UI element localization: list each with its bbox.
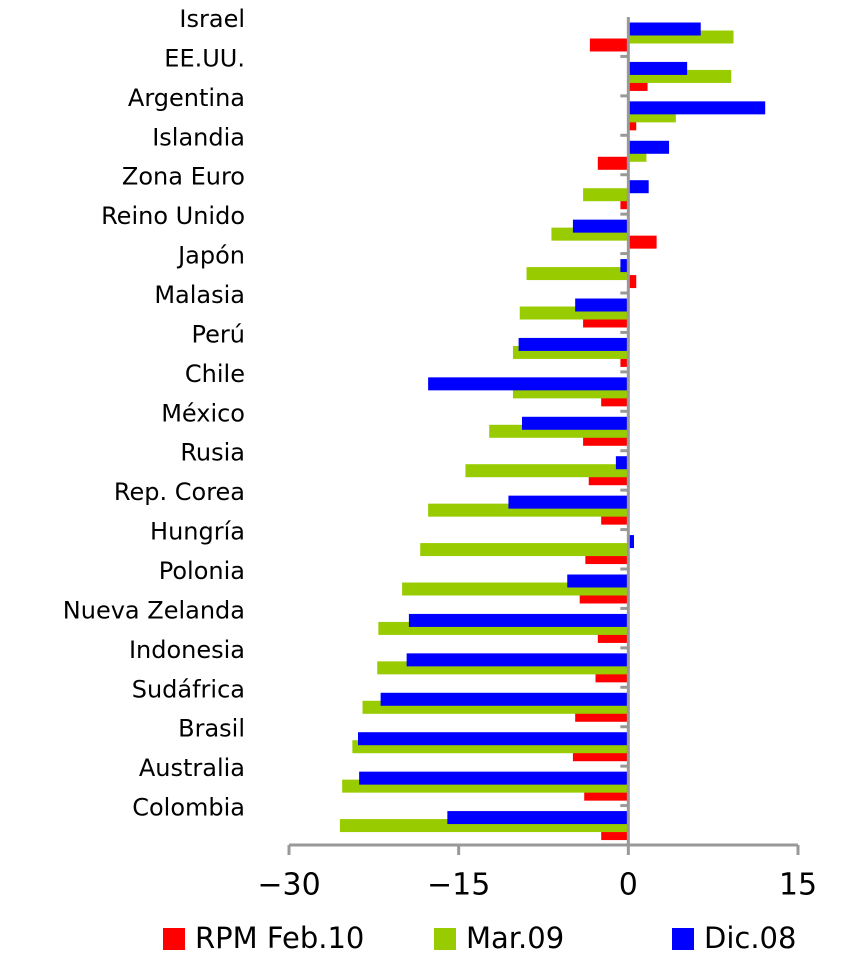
- category-label: Rep. Corea: [114, 478, 245, 506]
- legend-swatch: [163, 928, 185, 950]
- bar: [628, 117, 637, 131]
- category-label: Hungría: [150, 518, 245, 546]
- bar: [589, 38, 629, 52]
- bar: [406, 653, 629, 667]
- category-label: Perú: [192, 320, 245, 348]
- bar: [628, 180, 649, 194]
- bar: [628, 235, 657, 249]
- category-label: Zona Euro: [122, 163, 245, 191]
- bar: [380, 692, 629, 706]
- bar: [628, 140, 670, 154]
- legend-swatch: [672, 928, 694, 950]
- bar: [526, 267, 629, 281]
- bar: [575, 298, 629, 312]
- category-label: Reino Unido: [101, 202, 245, 230]
- category-label: Islandia: [152, 123, 245, 151]
- category-label: Brasil: [178, 715, 245, 743]
- legend-label: Dic.08: [704, 921, 796, 955]
- category-label: Israel: [179, 5, 245, 33]
- bar: [615, 456, 629, 470]
- bar: [628, 61, 688, 75]
- category-label: Rusia: [180, 439, 245, 467]
- x-tick-label: 15: [779, 868, 817, 903]
- bar: [620, 196, 629, 210]
- bar: [628, 22, 701, 36]
- bar: [628, 275, 637, 289]
- category-label: EE.UU.: [164, 44, 245, 72]
- bar: [420, 543, 629, 557]
- x-tick-label: −30: [257, 868, 320, 903]
- bar: [620, 259, 629, 273]
- bar: [357, 732, 629, 746]
- legend-label: Mar.09: [466, 921, 564, 955]
- bar: [428, 377, 629, 391]
- bar: [359, 771, 629, 785]
- category-label: Argentina: [128, 84, 245, 112]
- x-tick-label: 0: [619, 868, 638, 903]
- bar: [583, 188, 629, 202]
- bar: [620, 353, 629, 367]
- bar: [508, 495, 629, 509]
- category-label: Indonesia: [129, 636, 245, 664]
- category-label: Japón: [176, 242, 245, 270]
- bar: [408, 613, 629, 627]
- bar: [447, 811, 629, 825]
- category-label: México: [161, 399, 245, 427]
- bar: [518, 337, 629, 351]
- bar: [628, 535, 634, 549]
- legend-label: RPM Feb.10: [195, 921, 364, 955]
- legend-swatch: [434, 928, 456, 950]
- bar: [597, 156, 629, 170]
- category-label: Colombia: [132, 794, 245, 822]
- x-tick-label: −15: [427, 868, 490, 903]
- category-label: Sudáfrica: [132, 675, 245, 703]
- bar: [567, 574, 629, 588]
- bar: [465, 464, 629, 478]
- category-label: Australia: [139, 754, 245, 782]
- category-label: Malasia: [154, 281, 245, 309]
- category-label: Nueva Zelanda: [63, 596, 245, 624]
- category-label: Chile: [185, 360, 245, 388]
- bar: [628, 101, 766, 115]
- bar: [522, 416, 629, 430]
- bar: [572, 219, 629, 233]
- category-label: Polonia: [159, 557, 245, 585]
